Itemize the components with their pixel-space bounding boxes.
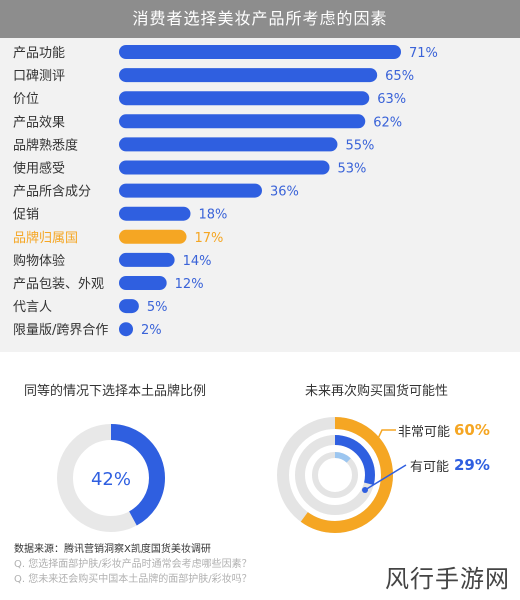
local-brand-chart-title: 同等的情况下选择本土品牌比例: [24, 384, 207, 399]
bar: [119, 45, 401, 59]
very-likely-label: 非常可能: [398, 425, 451, 440]
callout-line-likely: [364, 464, 407, 491]
likely-value: 29%: [454, 456, 490, 474]
bar: [119, 206, 191, 221]
bar: [119, 183, 262, 198]
bar-value-label: 2%: [141, 323, 162, 338]
ring-other: [312, 452, 358, 498]
category-label: 限量版/跨界合作: [13, 323, 108, 338]
ring-very-likely: [277, 417, 393, 533]
likely-label: 有可能: [410, 460, 450, 475]
category-label: 价位: [13, 92, 39, 107]
ring-track: [312, 452, 358, 498]
ring-likely: [295, 435, 375, 515]
bar-value-label: 62%: [373, 115, 402, 130]
bar: [119, 68, 378, 83]
callout-line-very-likely: [374, 429, 396, 446]
callout-dot: [362, 487, 368, 493]
category-label: 品牌熟悉度: [13, 137, 78, 153]
category-label: 促销: [13, 208, 39, 223]
bar-value-label: 53%: [338, 162, 367, 177]
bar: [119, 252, 175, 267]
category-label: 口碑测评: [13, 68, 65, 84]
survey-question-1: Q. 您选择面部护肤/彩妆产品时通常会考虑哪些因素？: [14, 559, 252, 570]
bar-value-label: 36%: [270, 185, 299, 200]
bar-value-label: 12%: [175, 277, 204, 292]
bar-value-label: 55%: [345, 138, 374, 153]
donut-segment: [57, 424, 165, 532]
donut-panel: 同等的情况下选择本土品牌比例 未来再次购买国货可能性 42% 非常可能 60% …: [0, 352, 520, 600]
bar: [119, 276, 167, 290]
category-label: 产品所含成分: [13, 184, 91, 200]
category-label: 使用感受: [13, 161, 65, 177]
bar: [119, 322, 133, 337]
category-label: 购物体验: [13, 253, 65, 269]
donut-value-label: 42%: [91, 469, 131, 490]
bar: [119, 229, 187, 244]
bar-chart: 产品功能 71% 口碑测评 65% 价位 63% 产品效果 62% 品牌熟悉度 55% 使用感受 53…: [13, 45, 438, 338]
bar-value-label: 17%: [195, 231, 224, 246]
watermark: 风行手游网: [385, 565, 510, 593]
source-notes: 数据来源：腾讯营销洞察X凯度国货美妆调研 Q. 您选择面部护肤/彩妆产品时通常会…: [14, 542, 374, 587]
category-label: 品牌归属国: [13, 230, 78, 246]
bar: [119, 114, 366, 129]
data-source: 数据来源：腾讯营销洞察X凯度国货美妆调研: [14, 544, 211, 555]
repurchase-chart-title: 未来再次购买国货可能性: [305, 384, 449, 399]
chart-title: 消费者选择美妆产品所考虑的因素: [132, 9, 388, 28]
repurchase-rings: [277, 417, 407, 533]
bar-value-label: 65%: [385, 69, 414, 84]
category-label: 产品包装、外观: [13, 277, 104, 292]
survey-question-2: Q. 您未来还会购买中国本土品牌的面部护肤/彩妆吗？: [14, 574, 252, 585]
bar-value-label: 63%: [377, 92, 406, 107]
bar-value-label: 18%: [198, 208, 227, 223]
category-label: 代言人: [13, 300, 52, 315]
local-brand-donut: 42%: [57, 424, 165, 532]
category-label: 产品功能: [13, 46, 65, 61]
bar: [119, 91, 370, 106]
chart-title-banner: 消费者选择美妆产品所考虑的因素: [0, 0, 520, 38]
bar-chart-panel: 产品功能 71% 口碑测评 65% 价位 63% 产品效果 62% 品牌熟悉度 55% 使用感受 53…: [0, 38, 520, 352]
bar: [119, 137, 338, 152]
bar-value-label: 71%: [409, 46, 438, 61]
bar: [119, 299, 139, 314]
category-label: 产品效果: [13, 115, 65, 130]
bar-value-label: 14%: [183, 254, 212, 269]
bar-value-label: 5%: [147, 300, 168, 315]
bar: [119, 160, 330, 175]
very-likely-value: 60%: [454, 421, 490, 439]
callout-dot: [372, 442, 378, 448]
